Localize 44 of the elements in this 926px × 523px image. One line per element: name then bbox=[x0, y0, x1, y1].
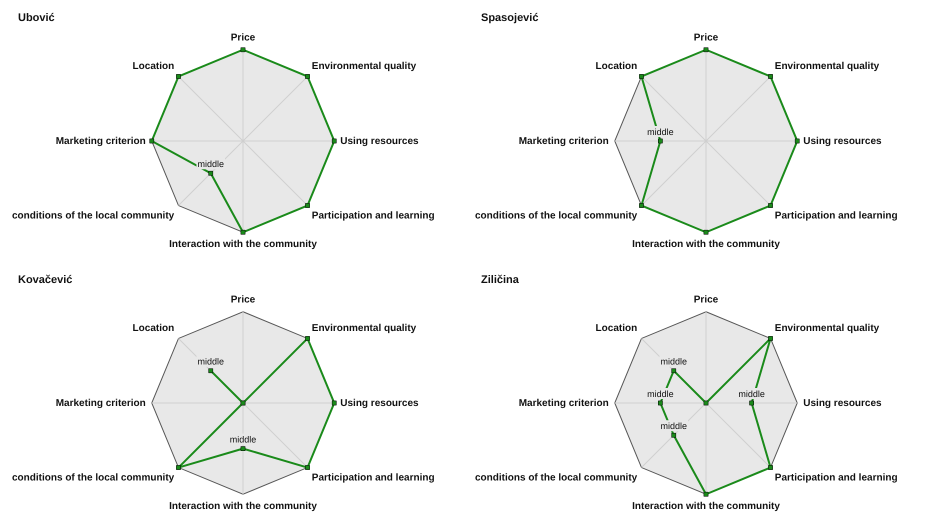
chart-title: Kovačević bbox=[18, 274, 72, 286]
spoke-label: Participation and learning bbox=[774, 472, 898, 484]
spoke-label: Using resources bbox=[803, 398, 882, 409]
spoke-label: Marketing criterion bbox=[518, 136, 609, 147]
spoke-label: conditions of the local community bbox=[474, 472, 638, 484]
spoke-label: Environmental quality bbox=[312, 60, 417, 72]
spoke-label: Marketing criterion bbox=[56, 136, 146, 147]
spoke-label: Location bbox=[596, 60, 638, 72]
spoke-label: Environmental quality bbox=[312, 322, 417, 334]
chart-title: Spasojević bbox=[481, 12, 538, 24]
spoke-label: Interaction with the community bbox=[169, 501, 318, 512]
spoke-label: Price bbox=[230, 294, 256, 306]
text: middle bbox=[230, 434, 256, 445]
text: middle bbox=[197, 159, 224, 170]
spoke-label: Participation and learning bbox=[312, 472, 435, 484]
spoke-label: Marketing criterion bbox=[56, 398, 146, 409]
spoke-label: Interaction with the community bbox=[169, 239, 318, 250]
text: middle bbox=[660, 356, 687, 367]
text: middle bbox=[647, 388, 674, 399]
chart-title: Ziličina bbox=[481, 274, 519, 286]
spoke-label: Price bbox=[694, 294, 719, 306]
spoke-label: Location bbox=[132, 322, 174, 334]
spoke-label: Environmental quality bbox=[774, 60, 880, 72]
spoke-label: Interaction with the community bbox=[632, 501, 780, 512]
spoke-label: Price bbox=[694, 32, 719, 44]
text: middle bbox=[660, 421, 687, 432]
spoke-label: conditions of the local community bbox=[474, 210, 638, 222]
spoke-label: Using resources bbox=[340, 136, 420, 147]
text: middle bbox=[738, 388, 765, 399]
spoke-label: conditions of the local community bbox=[12, 210, 175, 222]
chart-title: Ubović bbox=[18, 12, 55, 24]
text: middle bbox=[197, 356, 224, 367]
spoke-label: conditions of the local community bbox=[12, 472, 175, 484]
spoke-label: Participation and learning bbox=[774, 210, 898, 222]
spoke-label: Location bbox=[596, 322, 638, 334]
text: middle bbox=[647, 126, 674, 137]
spoke-label: Environmental quality bbox=[774, 322, 880, 334]
spoke-label: Using resources bbox=[340, 398, 420, 409]
spoke-label: Participation and learning bbox=[312, 210, 435, 222]
spoke-label: Using resources bbox=[803, 136, 882, 147]
spoke-label: Marketing criterion bbox=[518, 398, 609, 409]
spoke-label: Price bbox=[230, 32, 256, 44]
spoke-label: Location bbox=[132, 60, 174, 72]
spoke-label: Interaction with the community bbox=[632, 239, 780, 250]
